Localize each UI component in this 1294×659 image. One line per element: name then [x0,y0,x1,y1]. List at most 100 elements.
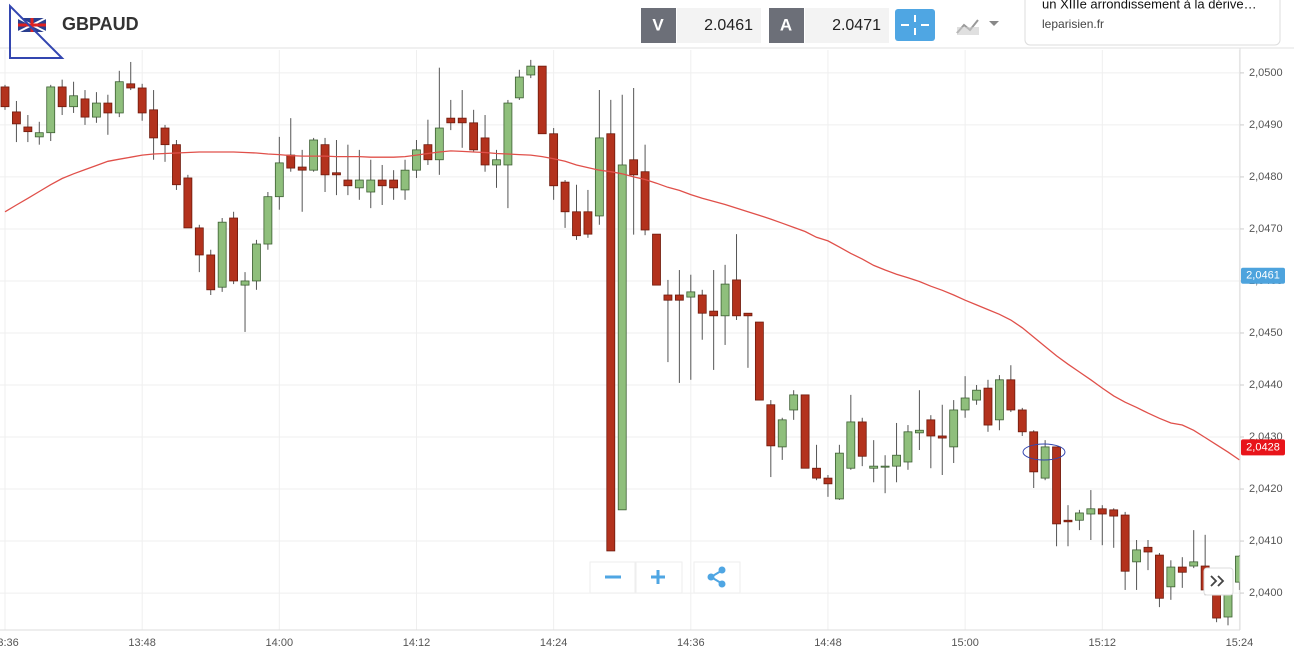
candle-body [926,419,936,437]
moving-average-line [4,150,1240,461]
price-marker-label: 2,0461 [1246,270,1280,282]
candle-body [1109,509,1119,517]
y-tick-label: 2,0470 [1249,223,1283,235]
symbol: GBPAUD [62,14,139,34]
candle-body [1075,512,1084,521]
y-tick-label: 2,0440 [1249,379,1283,391]
zoom-out-button[interactable] [589,561,636,594]
candle-body [720,283,730,317]
candle-body [869,465,879,469]
candle-body [0,86,10,108]
candle-body [743,312,753,317]
candle-body [46,86,56,134]
candle-body [663,294,673,301]
drawing-ellipse [1022,443,1066,461]
y-tick-label: 2,0450 [1249,327,1283,339]
y-tick-label: 2,0490 [1249,119,1283,131]
candle-body [114,81,124,114]
candle-body [480,137,490,166]
ask-badge [769,8,804,43]
x-tick-label: 13:48 [128,637,156,649]
candle-body [674,294,684,301]
candle-body [1189,561,1199,567]
candle-body [652,233,661,286]
candle-body [320,144,330,176]
candle-body [560,181,570,213]
scroll-end-button[interactable] [1203,567,1234,596]
candle-body [812,467,821,479]
candle-body [606,133,616,552]
candle-body [937,435,947,439]
candle-body [960,397,970,411]
candle-body [69,95,78,108]
candle-body [526,65,536,76]
candle-body [286,154,296,169]
candle-body [457,117,467,124]
candle-body [514,76,524,99]
candle-body [640,171,650,231]
bid-price: 2.0461 [704,17,753,34]
candle-body [1017,409,1027,433]
candle-body [92,102,101,118]
candle-body [1063,519,1073,523]
candle-body [766,404,776,447]
notification-title: un XIIIe arrondissement à la dérive… [1042,0,1257,11]
candle-body [149,109,158,139]
candle-body [972,389,981,401]
candle-body [880,465,890,468]
x-tick-label: 14:48 [814,637,842,649]
zoom-in-button[interactable] [635,561,683,594]
candle-body [1006,379,1016,411]
share-button[interactable] [693,561,741,594]
crosshair-button[interactable] [895,9,935,41]
price-marker-label: 2,0428 [1246,441,1280,453]
candle-body [446,117,456,124]
candle-body [217,221,227,288]
candle-body [389,179,399,189]
candle-body [274,162,284,198]
flag [17,17,47,33]
candle-body [503,102,513,166]
candle-body [400,169,410,191]
candle-body [537,65,547,135]
candle-body [137,87,147,114]
candle-body [903,431,913,463]
bid-label: V [652,15,664,34]
candle-body [366,179,376,193]
candle-body [103,102,113,114]
candle-body [1097,508,1107,515]
candle-body [194,227,204,256]
chart-type-button[interactable] [956,19,999,35]
candle-body [126,83,136,89]
candle-body [1040,446,1050,479]
candle-body [1132,549,1141,563]
ask-box[interactable] [805,8,889,43]
candle-body [229,217,239,282]
candle-body [697,294,707,314]
candle-body [1143,546,1153,553]
candle-body [469,122,479,151]
candle-body [172,144,181,186]
candle-body [789,394,799,411]
y-axis: 2,04002,04102,04202,04302,04402,04502,04… [1240,67,1285,599]
price-marker [1241,439,1285,456]
bid-box[interactable] [677,8,761,43]
x-tick-label: 14:36 [677,637,705,649]
candle-body [1235,555,1240,583]
x-tick-label: 14:24 [540,637,568,649]
candle-body [343,179,353,187]
candle-body [160,127,170,146]
candle-body [915,429,924,434]
candle-body [377,179,387,187]
candle-body [1177,566,1187,573]
x-axis: 13:36 13:48 14:00 14:12 14:24 14:36 14:48 15:00… [0,637,1253,649]
notification[interactable]: un XIIIe arrondissement à la dérive… lep… [1024,0,1281,46]
candle-body [754,321,764,401]
candle-body [800,394,810,469]
candle-body [594,137,604,217]
candle-body [1155,554,1164,599]
ask-label: A [780,15,792,34]
y-axis-panel [1240,48,1294,630]
candle-body [583,211,593,235]
candle-body [1052,446,1061,525]
